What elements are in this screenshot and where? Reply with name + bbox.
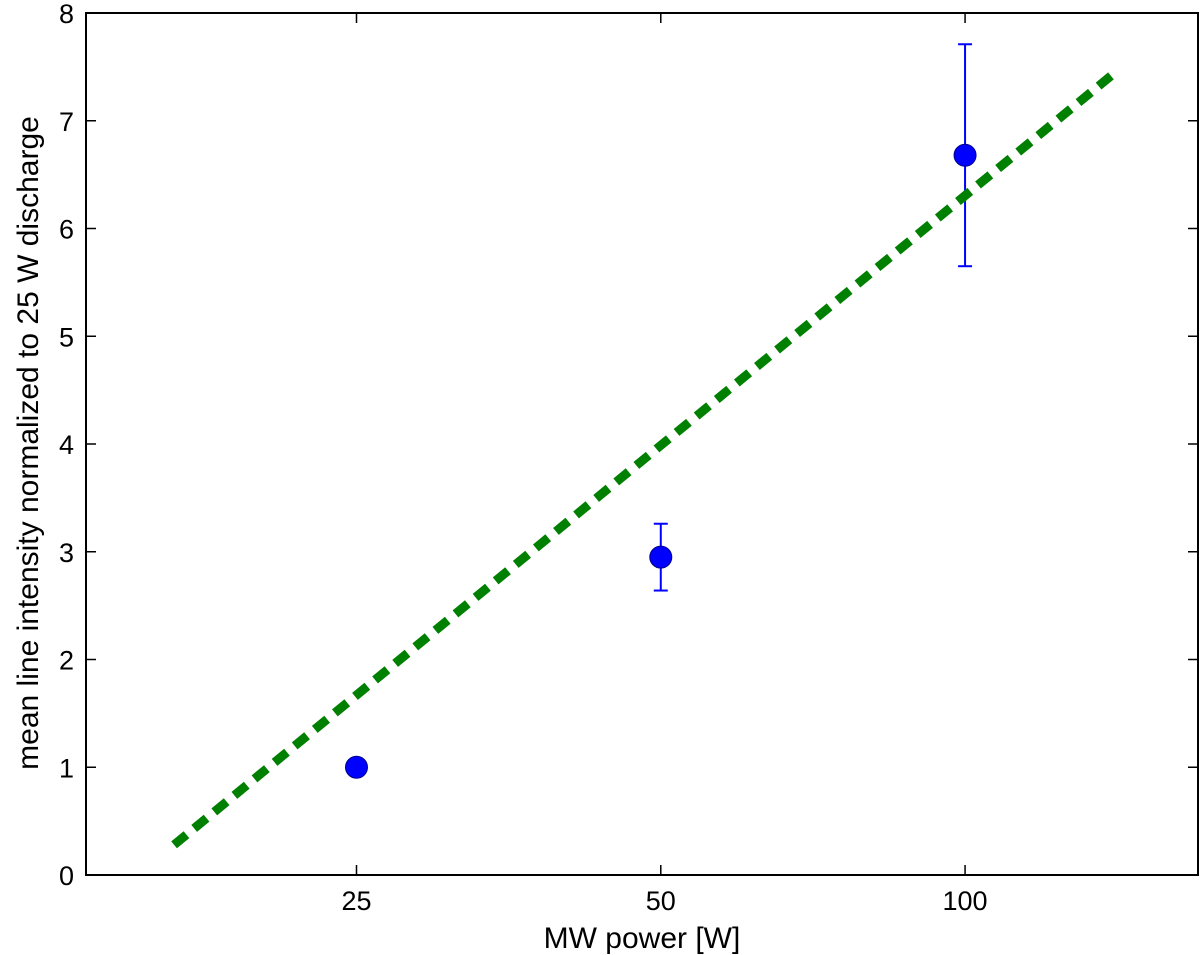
x-tick-label: 25 bbox=[341, 886, 371, 916]
y-tick-label: 3 bbox=[59, 538, 74, 568]
y-tick-label: 6 bbox=[59, 215, 74, 245]
y-tick-label: 7 bbox=[59, 107, 74, 137]
y-tick-label: 2 bbox=[59, 646, 74, 676]
data-point bbox=[953, 143, 977, 167]
data-point bbox=[649, 545, 673, 569]
x-tick-label: 50 bbox=[646, 886, 676, 916]
x-axis-label: MW power [W] bbox=[544, 922, 741, 955]
y-tick-label: 8 bbox=[59, 0, 74, 29]
y-axis-label: mean line intensity normalized to 25 W d… bbox=[12, 116, 45, 770]
data-point bbox=[344, 755, 368, 779]
labels-layer: 25 50 100 0 1 2 3 4 5 6 7 8 bbox=[59, 0, 988, 916]
y-tick-label: 4 bbox=[59, 430, 74, 460]
y-tick-label: 0 bbox=[59, 861, 74, 891]
y-tick-label: 5 bbox=[59, 322, 74, 352]
plot-frame bbox=[85, 12, 1199, 876]
x-tick-label: 100 bbox=[943, 886, 988, 916]
marks-layer bbox=[171, 43, 1116, 849]
ticks-layer bbox=[86, 12, 1198, 876]
fit-line bbox=[171, 70, 1116, 849]
y-tick-label: 1 bbox=[59, 753, 74, 783]
